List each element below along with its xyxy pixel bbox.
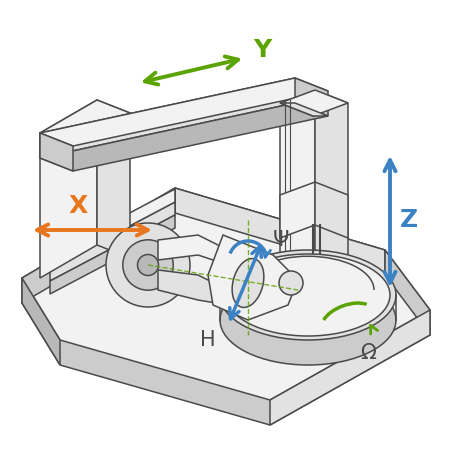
Polygon shape — [40, 78, 328, 146]
Polygon shape — [208, 235, 298, 320]
Polygon shape — [50, 189, 175, 268]
Polygon shape — [311, 288, 322, 300]
Polygon shape — [40, 100, 97, 278]
Polygon shape — [280, 103, 328, 116]
Polygon shape — [295, 78, 328, 116]
Polygon shape — [40, 103, 328, 171]
Polygon shape — [40, 133, 73, 171]
Polygon shape — [280, 90, 315, 278]
Polygon shape — [40, 100, 130, 146]
Polygon shape — [280, 182, 315, 238]
Polygon shape — [40, 78, 295, 158]
Text: Ψ: Ψ — [273, 230, 289, 250]
Polygon shape — [158, 270, 228, 305]
Text: H: H — [201, 330, 216, 350]
Circle shape — [106, 223, 190, 307]
Circle shape — [123, 240, 173, 290]
Polygon shape — [315, 182, 348, 238]
Polygon shape — [385, 250, 430, 335]
Circle shape — [137, 254, 158, 275]
Ellipse shape — [232, 259, 264, 307]
Text: Y: Y — [253, 38, 271, 62]
Text: X: X — [68, 194, 88, 218]
Polygon shape — [97, 100, 130, 258]
Polygon shape — [158, 235, 228, 265]
Ellipse shape — [220, 275, 396, 365]
Polygon shape — [175, 188, 385, 275]
Text: Z: Z — [400, 208, 418, 232]
Ellipse shape — [220, 250, 396, 340]
Polygon shape — [315, 90, 348, 278]
Polygon shape — [22, 213, 430, 425]
Polygon shape — [270, 310, 430, 425]
Polygon shape — [22, 188, 430, 400]
Polygon shape — [22, 278, 60, 365]
Polygon shape — [22, 188, 175, 303]
Circle shape — [279, 271, 303, 295]
Text: Ω: Ω — [360, 343, 376, 363]
Polygon shape — [50, 215, 175, 294]
Polygon shape — [280, 90, 348, 116]
Ellipse shape — [226, 254, 390, 336]
Polygon shape — [50, 202, 175, 281]
